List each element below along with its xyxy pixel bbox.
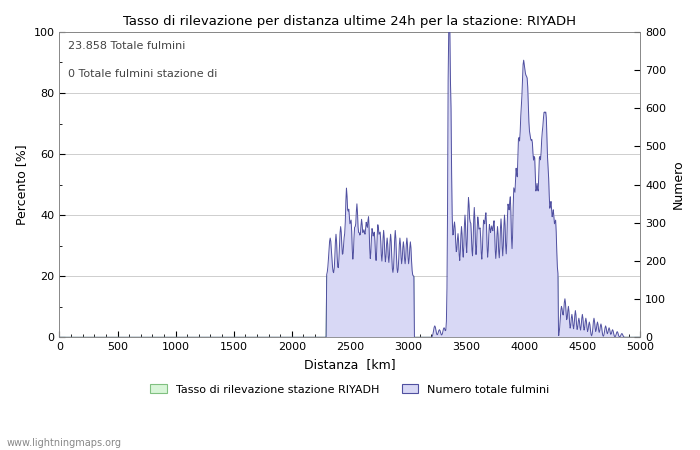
X-axis label: Distanza  [km]: Distanza [km] bbox=[304, 358, 396, 371]
Y-axis label: Percento [%]: Percento [%] bbox=[15, 144, 28, 225]
Text: www.lightningmaps.org: www.lightningmaps.org bbox=[7, 438, 122, 448]
Legend: Tasso di rilevazione stazione RIYADH, Numero totale fulmini: Tasso di rilevazione stazione RIYADH, Nu… bbox=[146, 380, 554, 399]
Text: 23.858 Totale fulmini: 23.858 Totale fulmini bbox=[68, 41, 186, 51]
Y-axis label: Numero: Numero bbox=[672, 160, 685, 209]
Text: 0 Totale fulmini stazione di: 0 Totale fulmini stazione di bbox=[68, 68, 218, 79]
Title: Tasso di rilevazione per distanza ultime 24h per la stazione: RIYADH: Tasso di rilevazione per distanza ultime… bbox=[123, 15, 576, 28]
